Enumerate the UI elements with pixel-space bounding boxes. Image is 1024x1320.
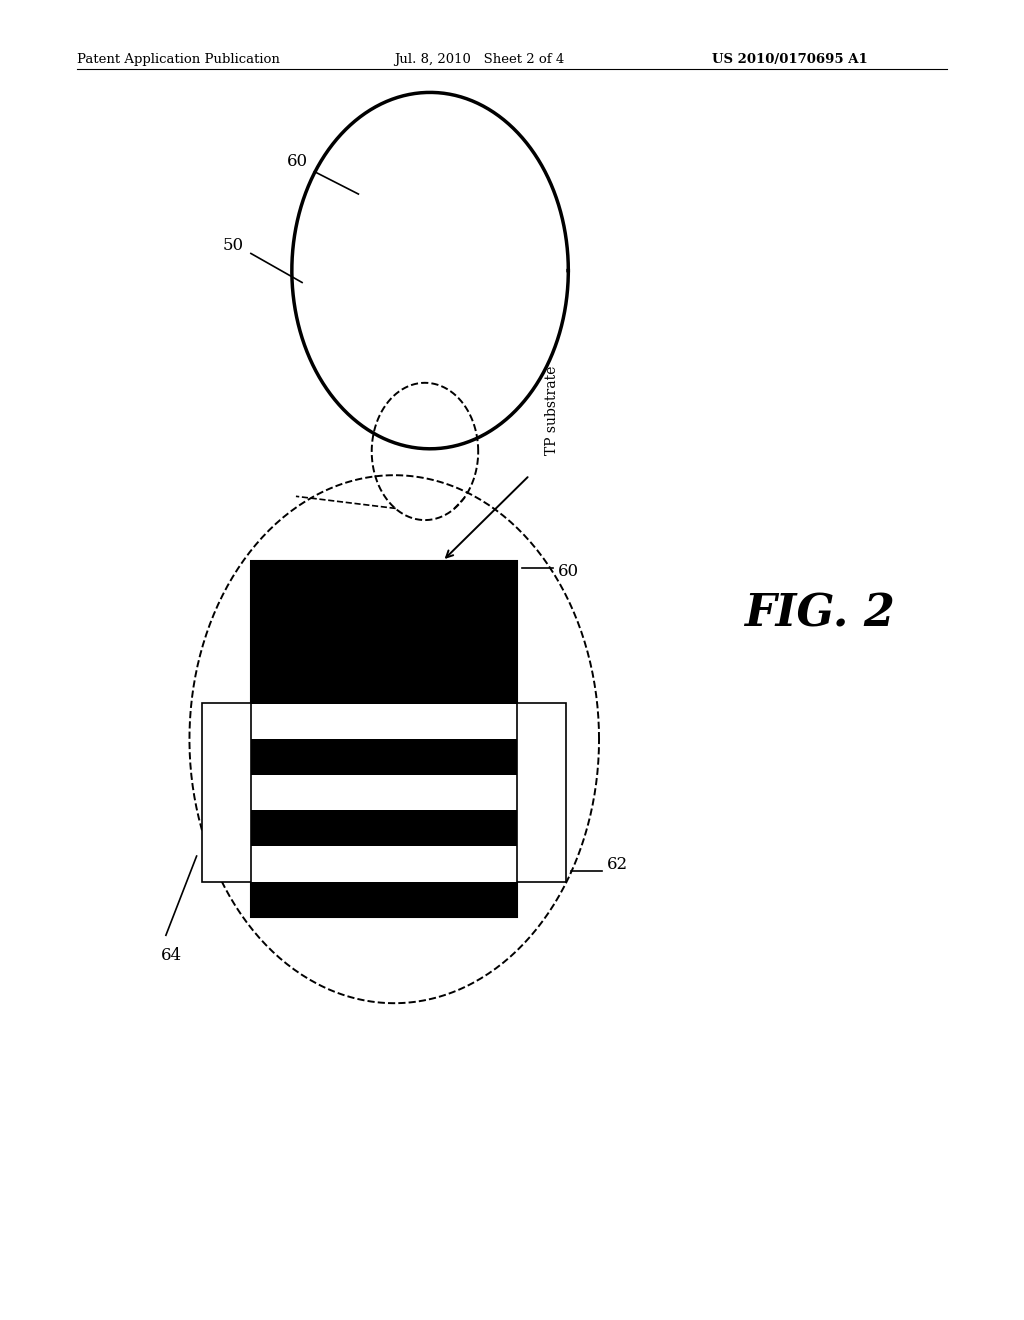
Text: US 2010/0170695 A1: US 2010/0170695 A1 <box>712 53 867 66</box>
Bar <box>202 702 251 883</box>
Text: FIG. 2: FIG. 2 <box>743 593 895 635</box>
Bar <box>517 702 566 883</box>
Text: 62: 62 <box>607 857 629 873</box>
Text: 50: 50 <box>223 238 244 253</box>
Text: Jul. 8, 2010   Sheet 2 of 4: Jul. 8, 2010 Sheet 2 of 4 <box>394 53 564 66</box>
Bar <box>251 846 517 882</box>
Text: 60: 60 <box>287 153 307 169</box>
Bar <box>251 704 517 739</box>
Text: Patent Application Publication: Patent Application Publication <box>77 53 280 66</box>
Text: 64: 64 <box>161 946 181 964</box>
Bar <box>251 775 517 810</box>
Text: TP substrate: TP substrate <box>545 366 559 455</box>
Bar <box>251 561 517 917</box>
Text: 60: 60 <box>558 564 580 579</box>
